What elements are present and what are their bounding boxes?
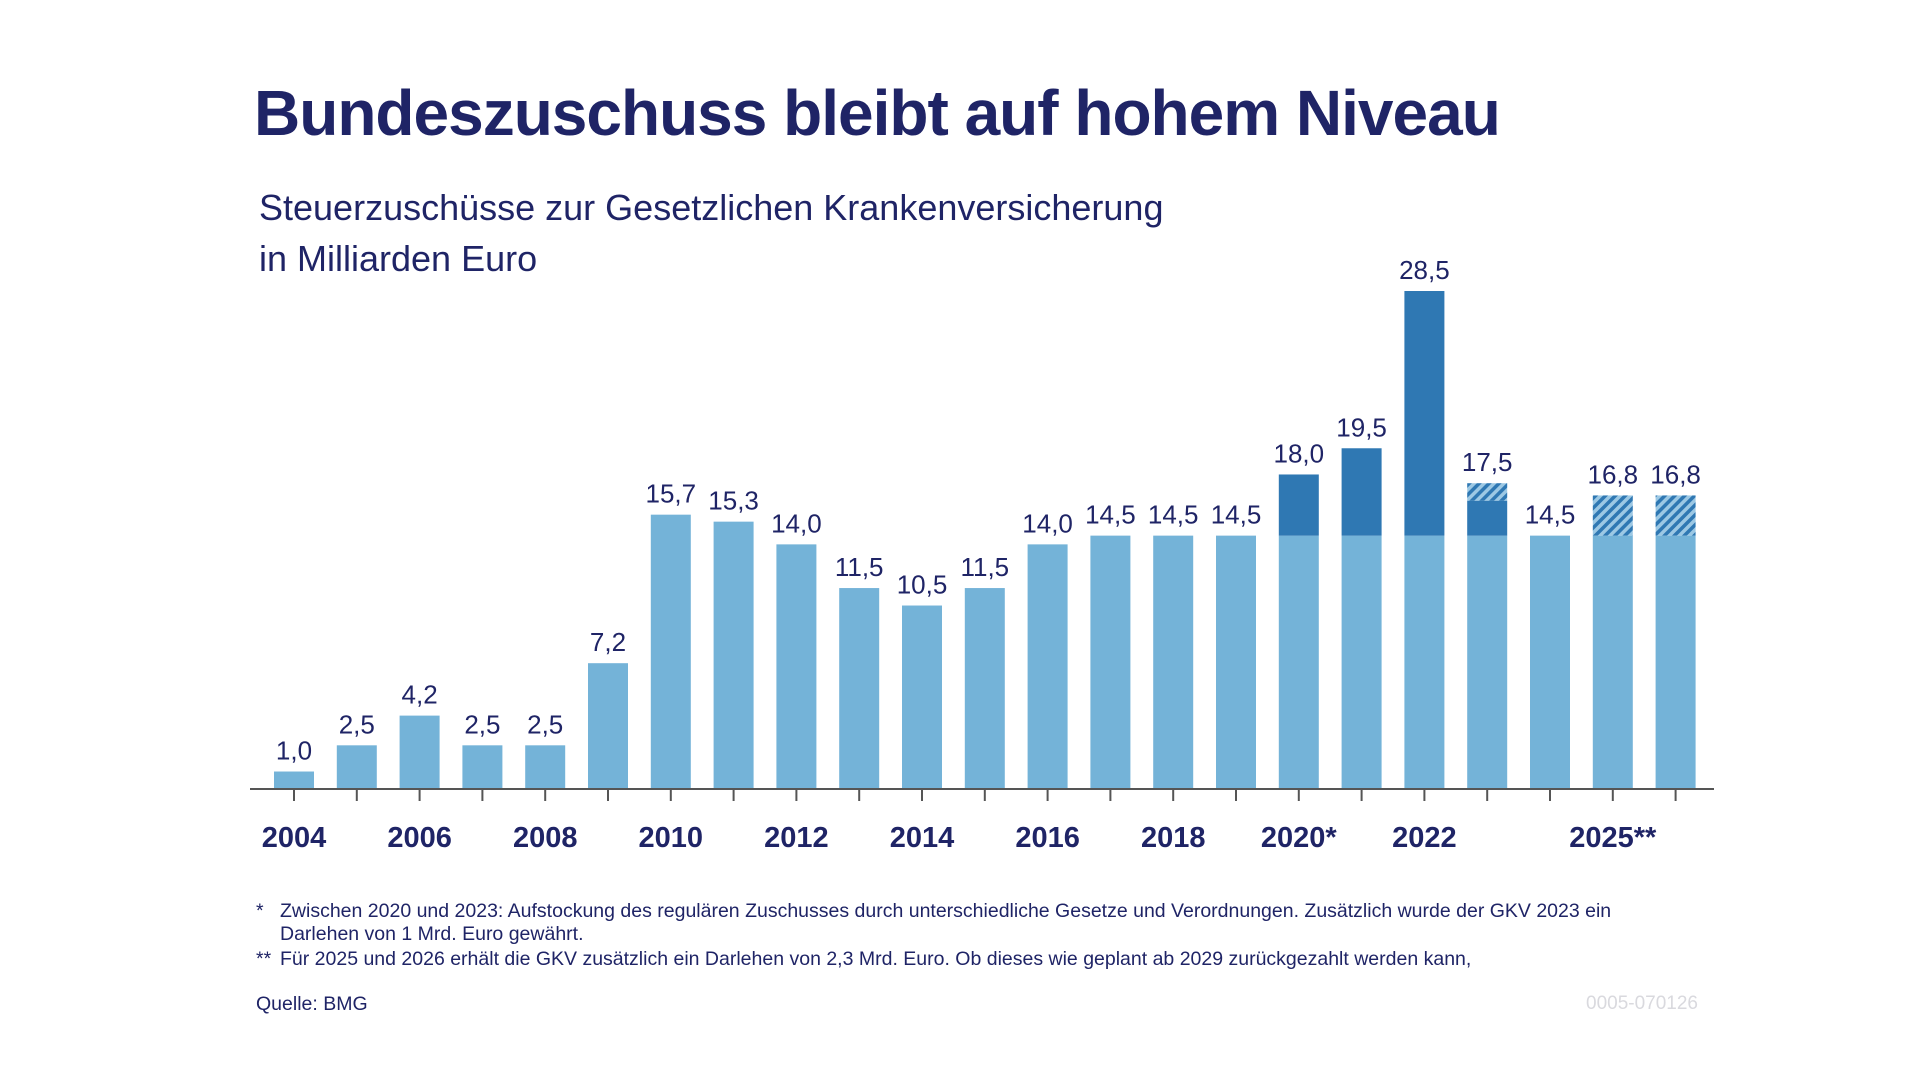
x-tick-label-2006: 2006 — [387, 822, 452, 854]
data-label-2006: 4,2 — [402, 680, 438, 710]
data-label-2012: 14,0 — [771, 508, 822, 538]
data-label-2017: 14,5 — [1085, 500, 1136, 530]
footnote-1: * Zwischen 2020 und 2023: Aufstockung des… — [256, 900, 1611, 946]
data-label-2007: 2,5 — [464, 709, 500, 739]
x-tick-label-2022: 2022 — [1392, 822, 1457, 854]
footnote-1-text: Zwischen 2020 und 2023: Aufstockung des … — [280, 900, 1612, 922]
bar-2007-segment-1 — [462, 745, 503, 789]
data-label-2020: 18,0 — [1273, 438, 1324, 468]
data-label-2022: 28,5 — [1399, 255, 1450, 285]
footnote-2-mark: ** — [256, 948, 272, 970]
chart-title: Bundeszuschuss bleibt auf hohem Niveau — [254, 77, 1501, 149]
bar-2022-segment-1 — [1404, 535, 1445, 789]
bar-2011-segment-1 — [713, 521, 754, 789]
bar-2018-segment-1 — [1153, 535, 1194, 789]
x-tick-label-2018: 2018 — [1141, 822, 1206, 854]
data-label-2004: 1,0 — [276, 736, 312, 766]
data-label-2016: 14,0 — [1022, 508, 1073, 538]
bar-2005-segment-1 — [336, 745, 377, 789]
bar-2017-segment-1 — [1090, 535, 1131, 789]
x-tick-label-2025: 2025** — [1569, 822, 1657, 854]
bar-2013-segment-1 — [839, 588, 880, 789]
data-label-2013: 11,5 — [835, 552, 884, 582]
footnote-1-text-cont: Darlehen von 1 Mrd. Euro gewährt. — [280, 923, 584, 945]
bar-2019-segment-1 — [1216, 535, 1256, 789]
x-tick-label-2014: 2014 — [890, 822, 955, 854]
graphic-code: 0005-070126 — [1586, 993, 1698, 1014]
bar-2020-segment-2 — [1278, 474, 1319, 536]
data-label-2009: 7,2 — [590, 627, 626, 657]
data-label-2014: 10,5 — [897, 570, 948, 600]
data-label-2011: 15,3 — [708, 486, 759, 516]
bar-2023-segment-2 — [1467, 500, 1508, 536]
bar-2025-segment-3 — [1592, 495, 1633, 536]
x-tick-label-2008: 2008 — [513, 822, 578, 854]
footnote-2-text: Für 2025 und 2026 erhält die GKV zusätzl… — [280, 948, 1472, 970]
subtitle-line-1: Steuerzuschüsse zur Gesetzlichen Kranken… — [259, 187, 1164, 228]
bar-2014-segment-1 — [902, 605, 942, 789]
data-label-2023: 17,5 — [1462, 447, 1513, 477]
bar-2026-segment-1 — [1655, 535, 1696, 789]
data-label-2019: 14,5 — [1211, 500, 1262, 530]
x-tick-label-2020: 2020* — [1261, 822, 1338, 854]
data-label-2015: 11,5 — [960, 552, 1009, 582]
bar-2023-segment-3 — [1467, 483, 1508, 501]
bar-2006-segment-1 — [399, 715, 440, 789]
bar-2016-segment-1 — [1027, 544, 1068, 789]
subtitle-line-2: in Milliarden Euro — [259, 238, 538, 279]
bar-2021-segment-1 — [1341, 535, 1382, 789]
bar-2008-segment-1 — [525, 745, 566, 789]
data-label-2026: 16,8 — [1650, 459, 1701, 489]
bar-2010-segment-1 — [650, 514, 691, 789]
bar-2025-segment-1 — [1592, 535, 1633, 789]
footnote-2: ** Für 2025 und 2026 erhält die GKV zusät… — [256, 948, 1471, 971]
x-tick-label-2012: 2012 — [764, 822, 829, 854]
data-label-2010: 15,7 — [645, 479, 696, 509]
data-label-2005: 2,5 — [339, 709, 375, 739]
bar-2021-segment-2 — [1341, 448, 1382, 536]
bar-2020-segment-1 — [1278, 535, 1319, 789]
bar-2023-segment-1 — [1467, 535, 1508, 789]
chart-subtitle: Steuerzuschüsse zur Gesetzlichen Kranken… — [259, 182, 1163, 284]
bar-2009-segment-1 — [588, 663, 628, 789]
source-label: Quelle: BMG — [256, 993, 368, 1015]
bar-2012-segment-1 — [776, 544, 817, 789]
bar-2026-segment-3 — [1655, 495, 1696, 536]
x-tick-label-2004: 2004 — [262, 822, 327, 854]
x-tick-label-2016: 2016 — [1015, 822, 1080, 854]
data-label-2025: 16,8 — [1587, 459, 1638, 489]
data-label-2008: 2,5 — [527, 709, 563, 739]
data-label-2024: 14,5 — [1525, 500, 1576, 530]
bar-2004-segment-1 — [274, 771, 314, 789]
bar-2015-segment-1 — [964, 588, 1005, 789]
footnote-1-mark: * — [256, 900, 264, 922]
bar-2022-segment-2 — [1404, 291, 1445, 536]
data-label-2021: 19,5 — [1336, 412, 1387, 442]
data-label-2018: 14,5 — [1148, 500, 1199, 530]
x-tick-label-2010: 2010 — [639, 822, 704, 854]
bar-2024-segment-1 — [1530, 535, 1570, 789]
